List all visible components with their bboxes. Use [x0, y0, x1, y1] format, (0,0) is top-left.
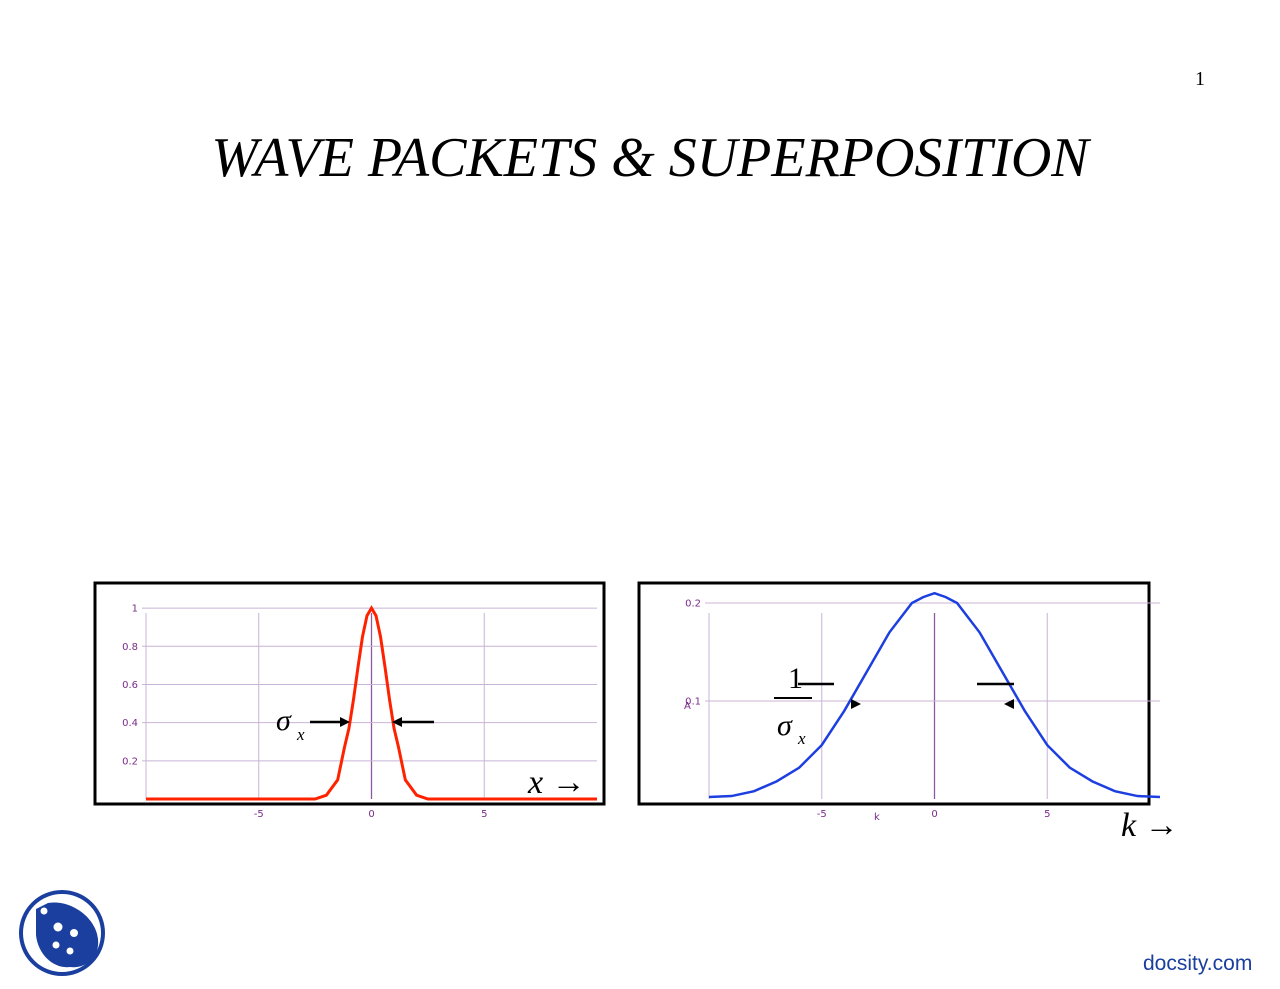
- y-tick-label: 0.1: [685, 697, 701, 708]
- arrow-left-icon: [392, 717, 434, 727]
- arrow-right-icon: [310, 717, 350, 727]
- chart-frame-left: [93, 581, 606, 806]
- y-axis-label-A: A: [684, 701, 691, 712]
- docsity-logo-icon: [19, 890, 105, 976]
- page-title: WAVE PACKETS & SUPERPOSITION: [211, 127, 1089, 189]
- x-tick-label: 5: [1044, 809, 1050, 820]
- y-tick-label: 0.2: [685, 599, 701, 610]
- numerator-one: 1: [788, 662, 803, 695]
- docsity-brand-link[interactable]: docsity.com: [1143, 952, 1253, 975]
- sigma-symbol-left: σ: [276, 704, 292, 737]
- x-tick-label: 0: [931, 809, 937, 820]
- arrowhead-left-icon: [1004, 699, 1014, 709]
- y-tick-label: 0.8: [122, 642, 138, 653]
- x-tick-label: -5: [254, 809, 264, 820]
- x-tick-label: -5: [817, 809, 827, 820]
- sigma-symbol-right: σ: [777, 709, 793, 742]
- sigma-subscript-left: x: [296, 725, 305, 744]
- x-axis-label: x →: [527, 764, 586, 801]
- sigma-subscript-right: x: [797, 729, 806, 748]
- k-axis-label: k →: [1121, 807, 1179, 844]
- page-number: 1: [1195, 68, 1205, 90]
- wavenumber-curve: [708, 591, 1161, 799]
- wavenumber-gaussian-chart: -5 0 5 0.1 0.2 A k 1 σ x k →: [637, 581, 1179, 844]
- x-tick-label: 5: [481, 809, 487, 820]
- x-axis-label-k-small: k: [874, 812, 880, 823]
- y-tick-label: 0.6: [122, 680, 138, 691]
- y-tick-label: 0.4: [122, 718, 138, 729]
- arrowhead-right-icon: [851, 699, 861, 709]
- y-tick-label: 1: [132, 604, 138, 615]
- y-tick-label: 0.2: [122, 756, 138, 767]
- position-gaussian-chart: -5 0 5 0.2 0.4 0.6 0.8 1 σ x x →: [93, 581, 606, 820]
- x-tick-label: 0: [368, 809, 374, 820]
- position-curve: [146, 605, 597, 801]
- chart-frame-right: [637, 581, 1151, 806]
